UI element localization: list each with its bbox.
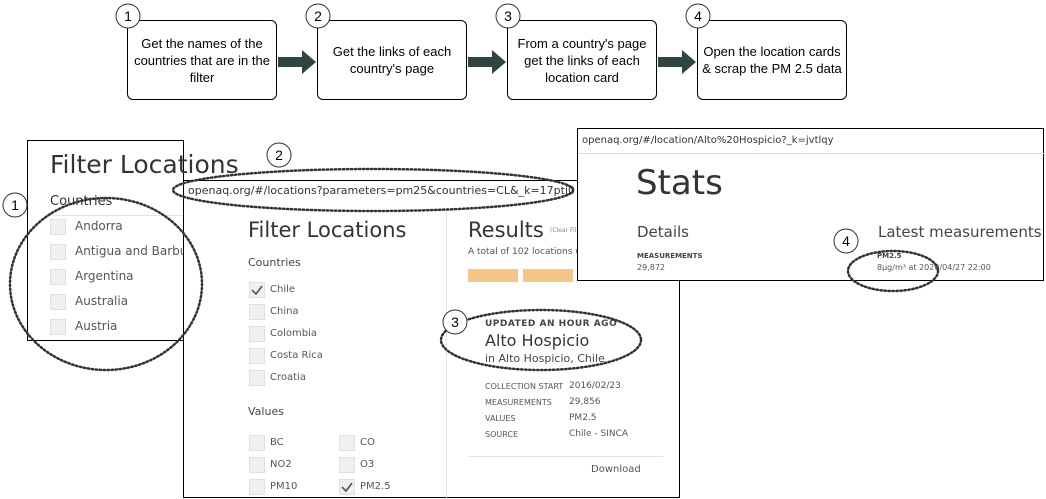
step-box: Get the names of the countries that are … (127, 20, 277, 100)
card-place: in Alto Hospicio, Chile (485, 352, 605, 365)
card-updated: UPDATED AN HOUR AGO (485, 319, 618, 329)
callout-circle (2, 192, 28, 218)
country-name: China (270, 306, 299, 317)
step-box: Get the links of each country's page (317, 20, 467, 100)
country-name: Antigua and Barbud (75, 244, 195, 258)
country-name: Austria (75, 319, 118, 333)
url: openaq.org/#/location/Alto%20Hospicio?_k… (582, 135, 834, 146)
value-name: PM2.5 (360, 481, 391, 492)
value-name: CO (360, 437, 375, 448)
callout-number: 2 (275, 147, 283, 163)
results-summary: A total of 102 locations w (468, 247, 583, 257)
field-label: SOURCE (485, 430, 519, 439)
checkbox (50, 319, 66, 335)
field-value: Chile - SINCA (569, 429, 629, 439)
country-name: Costa Rica (270, 350, 323, 361)
card-divider (468, 456, 663, 457)
url-divider (578, 153, 1045, 154)
checkbox (249, 435, 265, 451)
checkbox (249, 370, 265, 386)
pollutant: PM2.5 (877, 252, 902, 260)
filter-pill (523, 269, 573, 282)
values-label: Values (248, 405, 284, 418)
checkbox (249, 282, 265, 298)
card-name: Alto Hospicio (485, 331, 590, 350)
callout-circle (266, 142, 292, 168)
field-label: VALUES (485, 414, 516, 423)
country-name: Andorra (75, 219, 123, 233)
checkbox (339, 435, 355, 451)
column-divider (446, 211, 447, 499)
checkbox (50, 269, 66, 285)
value-name: PM10 (270, 481, 298, 492)
results-title: Results (468, 218, 544, 242)
country-name: Colombia (270, 328, 317, 339)
field-label: COLLECTION START (485, 382, 564, 391)
callout-number: 1 (11, 197, 19, 213)
divider (50, 215, 185, 216)
checkbox (50, 294, 66, 310)
filter-pill (468, 269, 518, 282)
field-value: 2016/02/23 (569, 381, 621, 391)
field-value: 29,856 (569, 397, 601, 407)
step-box: Open the location cards & scrap the PM 2… (697, 20, 847, 100)
checkbox (249, 457, 265, 473)
value-name: BC (270, 437, 284, 448)
stats-title: Stats (636, 163, 723, 203)
checkbox (50, 219, 66, 235)
flow-arrow (278, 50, 316, 74)
country-name: Croatia (270, 372, 306, 383)
checkbox (50, 244, 66, 260)
reading: 8µg/m³ at 2020/04/27 22:00 (877, 263, 991, 272)
field-value: PM2.5 (569, 413, 597, 423)
checkbox (249, 304, 265, 320)
section-label: Countries (50, 194, 113, 209)
checkbox (339, 457, 355, 473)
stats-panel: openaq.org/#/location/Alto%20Hospicio?_k… (577, 128, 1045, 281)
url: openaq.org/#/locations?parameters=pm25&c… (188, 184, 575, 197)
details-title: Details (637, 223, 690, 241)
value-name: NO2 (270, 459, 292, 470)
filter-panel: Filter Locations Countries Andorra Antigua … (27, 140, 239, 341)
measurements-value: 29,872 (637, 263, 665, 272)
checkbox (249, 348, 265, 364)
country-name: Chile (270, 284, 296, 295)
download: Download (591, 464, 641, 475)
latest-title: Latest measurements (878, 223, 1042, 241)
countries-label: Countries (248, 256, 301, 269)
clear-filters: (Clear Fil (550, 227, 577, 234)
checkbox (249, 326, 265, 342)
measurements-label: MEASUREMENTS (637, 252, 703, 260)
country-name: Argentina (75, 269, 134, 283)
panel-title: Filter Locations (50, 150, 239, 179)
filter-title: Filter Locations (248, 218, 407, 242)
value-name: O3 (360, 459, 375, 470)
checkbox (339, 479, 355, 495)
flow-arrow (468, 50, 506, 74)
step-box: From a country's page get the links of e… (507, 20, 657, 100)
flow-arrow (658, 50, 696, 74)
country-name: Australia (75, 294, 129, 308)
checkbox (249, 479, 265, 495)
field-label: MEASUREMENTS (485, 398, 552, 407)
